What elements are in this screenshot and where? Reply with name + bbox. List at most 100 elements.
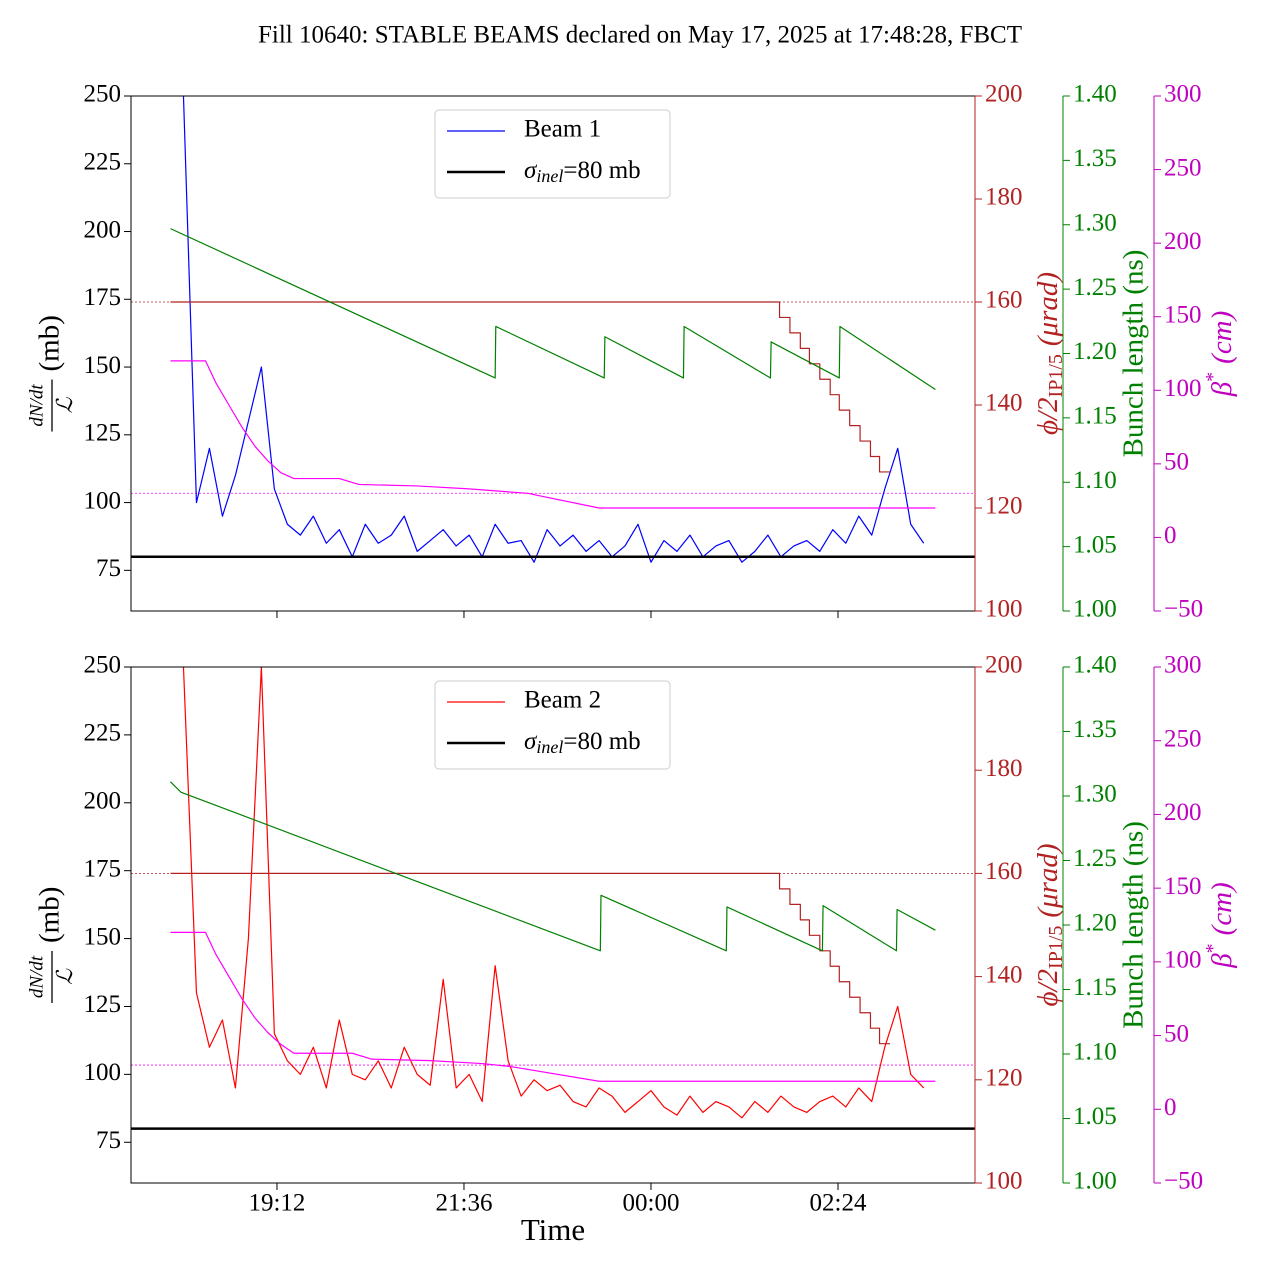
y-tick-label: 100 <box>84 1059 122 1086</box>
x-axis-label: Time <box>521 1212 585 1247</box>
y-tick-label: 140 <box>985 390 1023 417</box>
axis-label-text: β* (cm) <box>1202 311 1238 398</box>
legend-label-part: =80 mb <box>563 157 640 184</box>
y-tick-label: 1.15 <box>1073 974 1117 1001</box>
axis-label-text: ϕ/2IP1/5 (μrad) <box>1032 843 1067 1006</box>
x-tick-label: 00:00 <box>623 1190 680 1217</box>
y-tick-label: 200 <box>1164 228 1202 255</box>
data-line <box>182 96 925 563</box>
aux-line <box>170 360 936 509</box>
y-tick-label: 100 <box>1164 947 1202 974</box>
y-tick-label: 1.35 <box>1073 716 1117 743</box>
y-tick-label: 0 <box>1164 1094 1177 1121</box>
axis-label-part: β <box>1206 381 1238 397</box>
figure-title: Fill 10640: STABLE BEAMS declared on May… <box>258 22 1022 49</box>
y-tick-label: 100 <box>84 487 122 514</box>
aux-line <box>170 931 936 1082</box>
y-tick-label: 1.40 <box>1073 81 1117 108</box>
axis-label-part: (μrad) <box>1032 272 1064 346</box>
legend-label: Beam 2 <box>524 687 601 714</box>
y-tick-label: 175 <box>84 284 122 311</box>
y-tick-label: 125 <box>84 420 122 447</box>
legend-label-part: σ <box>524 728 538 755</box>
ylabel-numerator: dN/dt <box>26 955 47 998</box>
aux-line <box>170 872 890 1045</box>
axis-label-text: β* (cm) <box>1202 882 1238 969</box>
legend-box <box>434 109 671 199</box>
y-tick-label: 1.05 <box>1073 1103 1117 1130</box>
x-tick-label: 02:24 <box>810 1190 867 1217</box>
y-tick-label: 50 <box>1164 449 1189 476</box>
axis-label-text: Bunch length (ns) <box>1118 250 1150 458</box>
y-tick-label: 300 <box>1164 652 1202 679</box>
y-tick-label: 1.25 <box>1073 845 1117 872</box>
y-tick-label: 180 <box>985 755 1023 782</box>
axis-label: dN/dt ℒ (mb) <box>26 315 77 432</box>
ylabel-unit: (mb) <box>34 315 66 371</box>
axis-label-part: (cm) <box>1206 311 1238 364</box>
legend-label: Beam 1 <box>524 116 601 143</box>
y-tick-label: 1.30 <box>1073 781 1117 808</box>
y-tick-label: 160 <box>985 858 1023 885</box>
axis-label: dN/dt ℒ (mb) <box>26 887 77 1003</box>
y-tick-label: 150 <box>84 352 122 379</box>
y-tick-label: 200 <box>985 81 1023 108</box>
axis-label-part: ϕ/2 <box>1032 969 1064 1007</box>
ylabel-denominator: ℒ <box>52 396 77 413</box>
axis-label-text: ϕ/2IP1/5 (μrad) <box>1032 272 1067 435</box>
axis-label-part: ϕ/2 <box>1032 397 1064 435</box>
y-tick-label: 1.30 <box>1073 209 1117 236</box>
y-tick-label: 50 <box>1164 1020 1189 1047</box>
y-tick-label: 1.00 <box>1073 596 1117 623</box>
y-tick-label: 1.35 <box>1073 145 1117 172</box>
y-tick-label: 1.20 <box>1073 338 1117 365</box>
y-tick-label: 1.25 <box>1073 274 1117 301</box>
y-tick-label: 150 <box>84 923 122 950</box>
y-tick-label: 140 <box>985 961 1023 988</box>
axis-label-part: β <box>1206 953 1238 969</box>
legend-label-part: =80 mb <box>563 728 640 755</box>
aux-line <box>170 228 936 391</box>
y-tick-label: 100 <box>985 1168 1023 1195</box>
axis-label: ϕ/2IP1/5 (μrad) <box>1032 843 1067 1006</box>
aux-line <box>170 781 936 952</box>
aux-line <box>170 301 890 473</box>
ylabel-numerator: dN/dt <box>26 384 47 427</box>
data-line <box>182 667 925 1119</box>
axis-label: β* (cm) <box>1202 311 1238 398</box>
axis-label-part: (cm) <box>1206 882 1238 935</box>
y-tick-label: 150 <box>1164 873 1202 900</box>
y-tick-label: 75 <box>96 1127 121 1154</box>
legend-label: σinel=80 mb <box>524 157 641 186</box>
axis-label-part: * <box>1202 372 1224 382</box>
axis-label: β* (cm) <box>1202 882 1238 969</box>
axis-label: ϕ/2IP1/5 (μrad) <box>1032 272 1067 435</box>
axis-label-part: IP1/5 <box>1045 926 1067 969</box>
y-tick-label: 150 <box>1164 301 1202 328</box>
y-tick-label: 1.15 <box>1073 403 1117 430</box>
y-tick-label: 175 <box>84 855 122 882</box>
legend-label-part: inel <box>536 737 563 757</box>
y-tick-label: 250 <box>84 652 122 679</box>
axis-label-part: * <box>1202 943 1224 953</box>
legend-label-part: σ <box>524 157 538 184</box>
y-tick-label: 250 <box>1164 154 1202 181</box>
y-tick-label: 75 <box>96 555 121 582</box>
axis-label-text: Bunch length (ns) <box>1118 821 1150 1029</box>
y-tick-label: 1.00 <box>1073 1168 1117 1195</box>
y-tick-label: 1.20 <box>1073 910 1117 937</box>
y-tick-label: 1.10 <box>1073 467 1117 494</box>
y-tick-label: −50 <box>1164 1168 1203 1195</box>
y-tick-label: 1.40 <box>1073 652 1117 679</box>
axis-label: Bunch length (ns) <box>1118 250 1150 458</box>
y-tick-label: 0 <box>1164 522 1177 549</box>
legend-box <box>434 680 671 770</box>
y-tick-label: 1.05 <box>1073 531 1117 558</box>
legend-label: σinel=80 mb <box>524 728 641 757</box>
x-tick-label: 21:36 <box>436 1190 493 1217</box>
y-tick-label: 180 <box>985 184 1023 211</box>
y-tick-label: 125 <box>84 991 122 1018</box>
y-tick-label: 160 <box>985 287 1023 314</box>
y-tick-label: 120 <box>985 493 1023 520</box>
